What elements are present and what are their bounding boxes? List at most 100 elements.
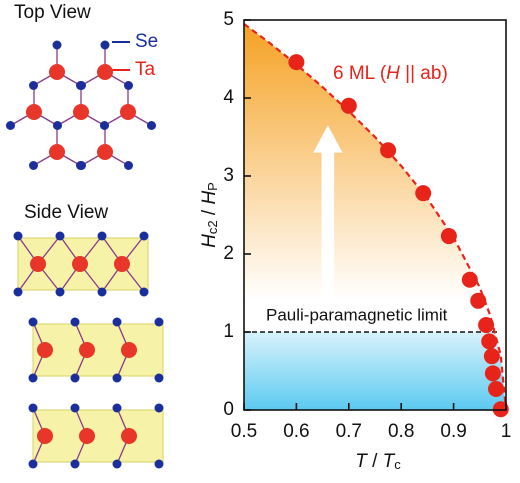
se-atom [139,231,149,241]
x-tick-label: 0.7 [336,421,362,442]
ta-atom [114,256,130,272]
se-atom [112,403,122,413]
label-part: T [383,451,396,472]
se-atom [154,403,164,413]
plot-frame [243,19,507,411]
ta-atom [37,342,53,358]
ta-atom [79,342,95,358]
label-part: / [367,451,383,472]
se-atom [139,287,149,297]
data-point [440,228,457,245]
se-atom [53,121,62,130]
data-point [288,54,305,71]
x-tick-label: 1 [501,421,512,442]
se-atom [112,373,122,383]
ta-atom [121,342,137,358]
se-atom [29,161,38,170]
data-point [470,292,487,309]
se-atom [52,40,62,50]
data-point [478,316,495,333]
pauli-limit-label: Pauli-paramagnetic limit [266,305,448,324]
se-atom [154,317,164,327]
ta-atom [26,104,42,120]
ylabel: Hc2 / HP [199,182,220,248]
se-atom [70,373,80,383]
label-part: H [386,63,400,84]
label-part: / [199,205,220,221]
y-tick-label: 5 [223,9,234,30]
se-atom [100,40,110,50]
data-point [483,348,500,365]
ta-label: Ta [135,59,156,80]
side-view-label: Side View [24,202,108,223]
data-point [481,333,498,350]
se-atom [112,459,122,469]
data-point [415,185,432,202]
ta-atom [121,428,137,444]
ta-atom [49,144,65,160]
ta-atom [30,256,46,272]
se-atom [77,81,86,90]
se-atom [124,161,133,170]
y-tick-label: 1 [223,321,234,342]
se-atom [112,317,122,327]
se-atom [29,81,38,90]
label-part: P [205,182,220,191]
label-part: 6 ML ( [333,63,387,84]
label-part: c [394,457,401,472]
se-atom [28,403,38,413]
se-atom [154,459,164,469]
se-atom [147,121,156,130]
ta-atom [37,428,53,444]
se-atom [97,231,107,241]
top-view-label: Top View [14,2,91,23]
layer-box [32,323,164,377]
ta-atom [97,144,113,160]
se-atom [97,287,107,297]
annotation: 6 ML (H || ab) [333,63,448,84]
x-tick-label: 0.5 [231,421,257,442]
data-point [340,97,357,114]
arrow [313,125,343,313]
ta-atom [97,64,113,80]
se-atom [28,373,38,383]
ta-atom [72,256,88,272]
ta-atom [49,64,65,80]
ta-atom [120,104,136,120]
ta-atom [73,104,89,120]
se-atom [100,121,109,130]
x-tick-label: 0.8 [388,421,414,442]
se-atom [124,81,133,90]
blue-region [244,332,506,410]
se-atom [70,403,80,413]
se-atom [77,161,86,170]
data-point [380,142,397,159]
label-part: || ab) [400,63,448,84]
x-tick-label: 0.9 [440,421,466,442]
plot: Pauli-paramagnetic limit 0.5 0.6 0.7 0.8 0.9 1… [199,9,511,472]
layer-box [32,409,164,463]
ta-atom [79,428,95,444]
x-tick-label: 0.6 [283,421,309,442]
se-atom [6,121,15,130]
label-part: T [355,451,368,472]
data-point [484,365,501,382]
se-atom [28,459,38,469]
xlabel: T / Tc [355,451,401,472]
y-tick-label: 2 [223,243,234,264]
structure-panel: Top View Side View Se Ta [6,2,164,469]
se-atom [70,459,80,469]
y-tick-label: 3 [223,165,234,186]
se-label: Se [135,31,158,52]
data-point [461,271,478,288]
se-atom [55,231,65,241]
y-tick-label: 4 [223,87,234,108]
label-part: H [199,191,220,205]
fit-curve [243,23,508,411]
se-atom [13,231,23,241]
se-atom [70,317,80,327]
se-atom [154,373,164,383]
se-atom [55,287,65,297]
label-part: c2 [205,220,220,234]
